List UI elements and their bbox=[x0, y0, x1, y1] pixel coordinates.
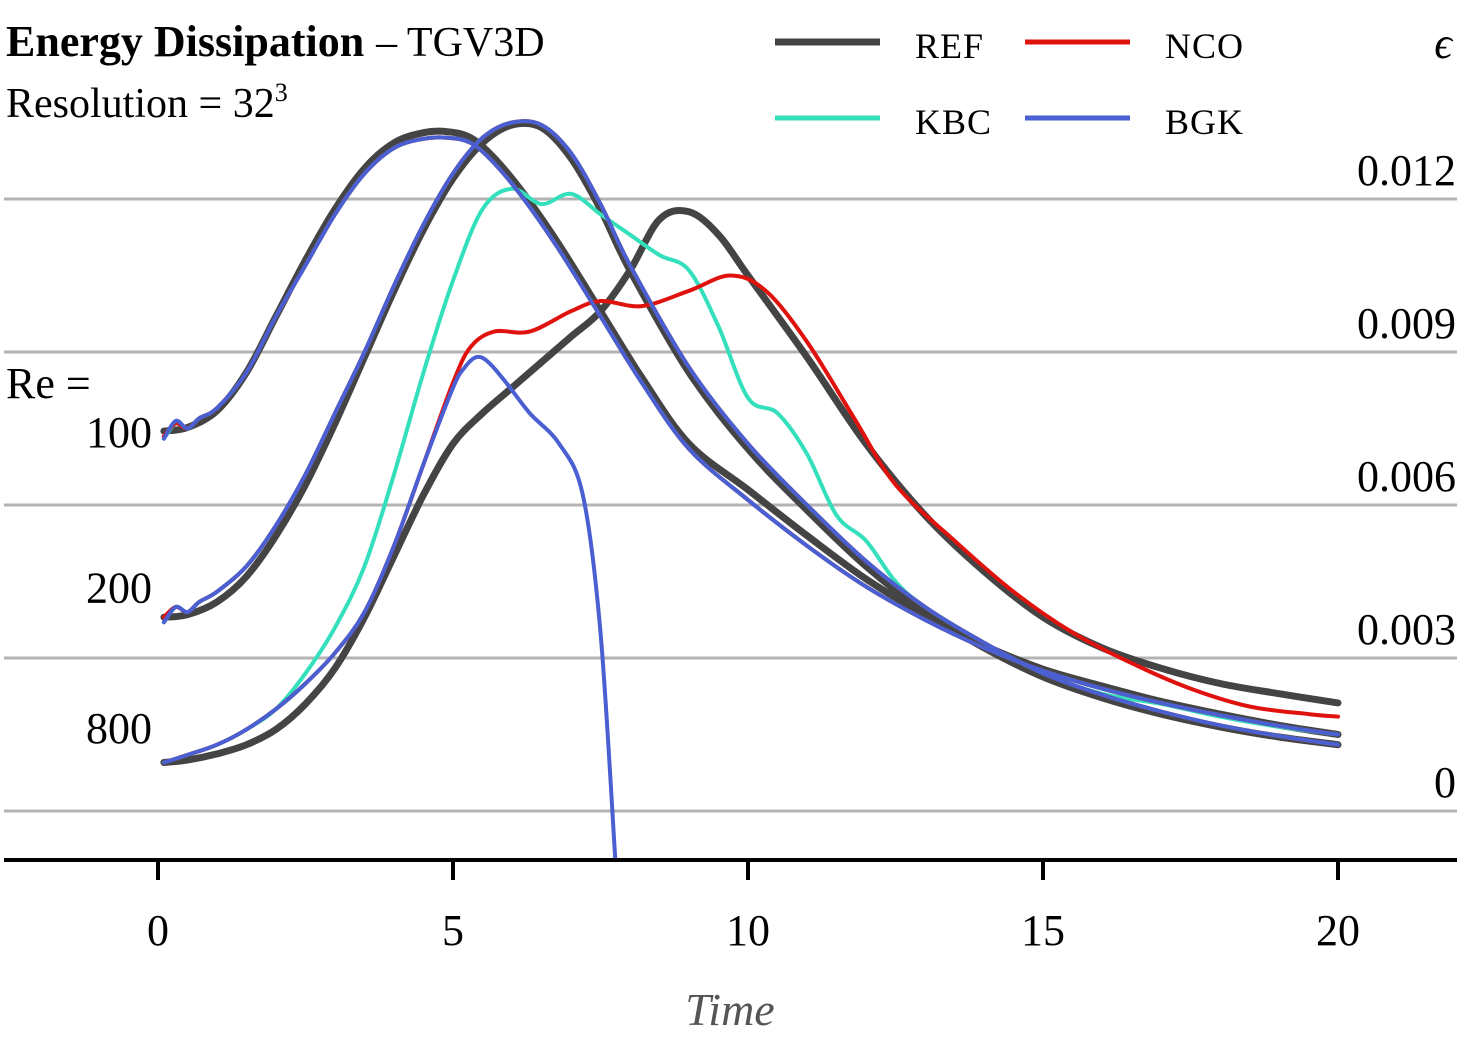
series-ref-re800 bbox=[160, 206, 1342, 766]
re-value-100: 100 bbox=[86, 408, 152, 457]
chart-subtitle: Resolution = 323 bbox=[6, 78, 288, 127]
series-nco-re200 bbox=[161, 119, 1340, 747]
legend-label-bgk: BGK bbox=[1165, 102, 1244, 142]
y-tick-label: 0.012 bbox=[1357, 146, 1456, 195]
series-nco-re800 bbox=[161, 273, 1340, 765]
re-label: Re = bbox=[6, 359, 91, 408]
series-bgk-re200 bbox=[161, 119, 1340, 747]
x-tick-label: 20 bbox=[1316, 906, 1360, 955]
y-tick-label: 0.009 bbox=[1357, 299, 1456, 348]
re-value-200: 200 bbox=[86, 564, 152, 613]
re-values: 100 200 800 bbox=[86, 408, 152, 753]
y-tick-label: 0.006 bbox=[1357, 452, 1456, 501]
re-value-800: 800 bbox=[86, 704, 152, 753]
legend-label-ref: REF bbox=[915, 26, 984, 66]
series-bgk-re800 bbox=[161, 354, 618, 858]
x-axis: 0 5 10 15 20 bbox=[4, 858, 1457, 955]
y-tick-label: 0.003 bbox=[1357, 605, 1456, 654]
series-ref-re200 bbox=[160, 119, 1342, 749]
legend-label-nco: NCO bbox=[1165, 26, 1244, 66]
x-tick-label: 0 bbox=[147, 906, 169, 955]
x-tick-label: 15 bbox=[1021, 906, 1065, 955]
series-kbc-re200 bbox=[161, 119, 1340, 747]
x-axis-label: Time bbox=[685, 984, 774, 1035]
chart-title: Energy Dissipation – TGV3D bbox=[6, 17, 545, 66]
legend-label-kbc: KBC bbox=[915, 102, 992, 142]
x-tick-label: 10 bbox=[726, 906, 770, 955]
y-tick-label: 0 bbox=[1434, 758, 1456, 807]
x-tick-label: 5 bbox=[442, 906, 464, 955]
legend: REF NCO KBC BGK bbox=[775, 26, 1244, 142]
data-series bbox=[160, 119, 1342, 858]
y-axis-label: ϵ bbox=[1434, 19, 1454, 68]
